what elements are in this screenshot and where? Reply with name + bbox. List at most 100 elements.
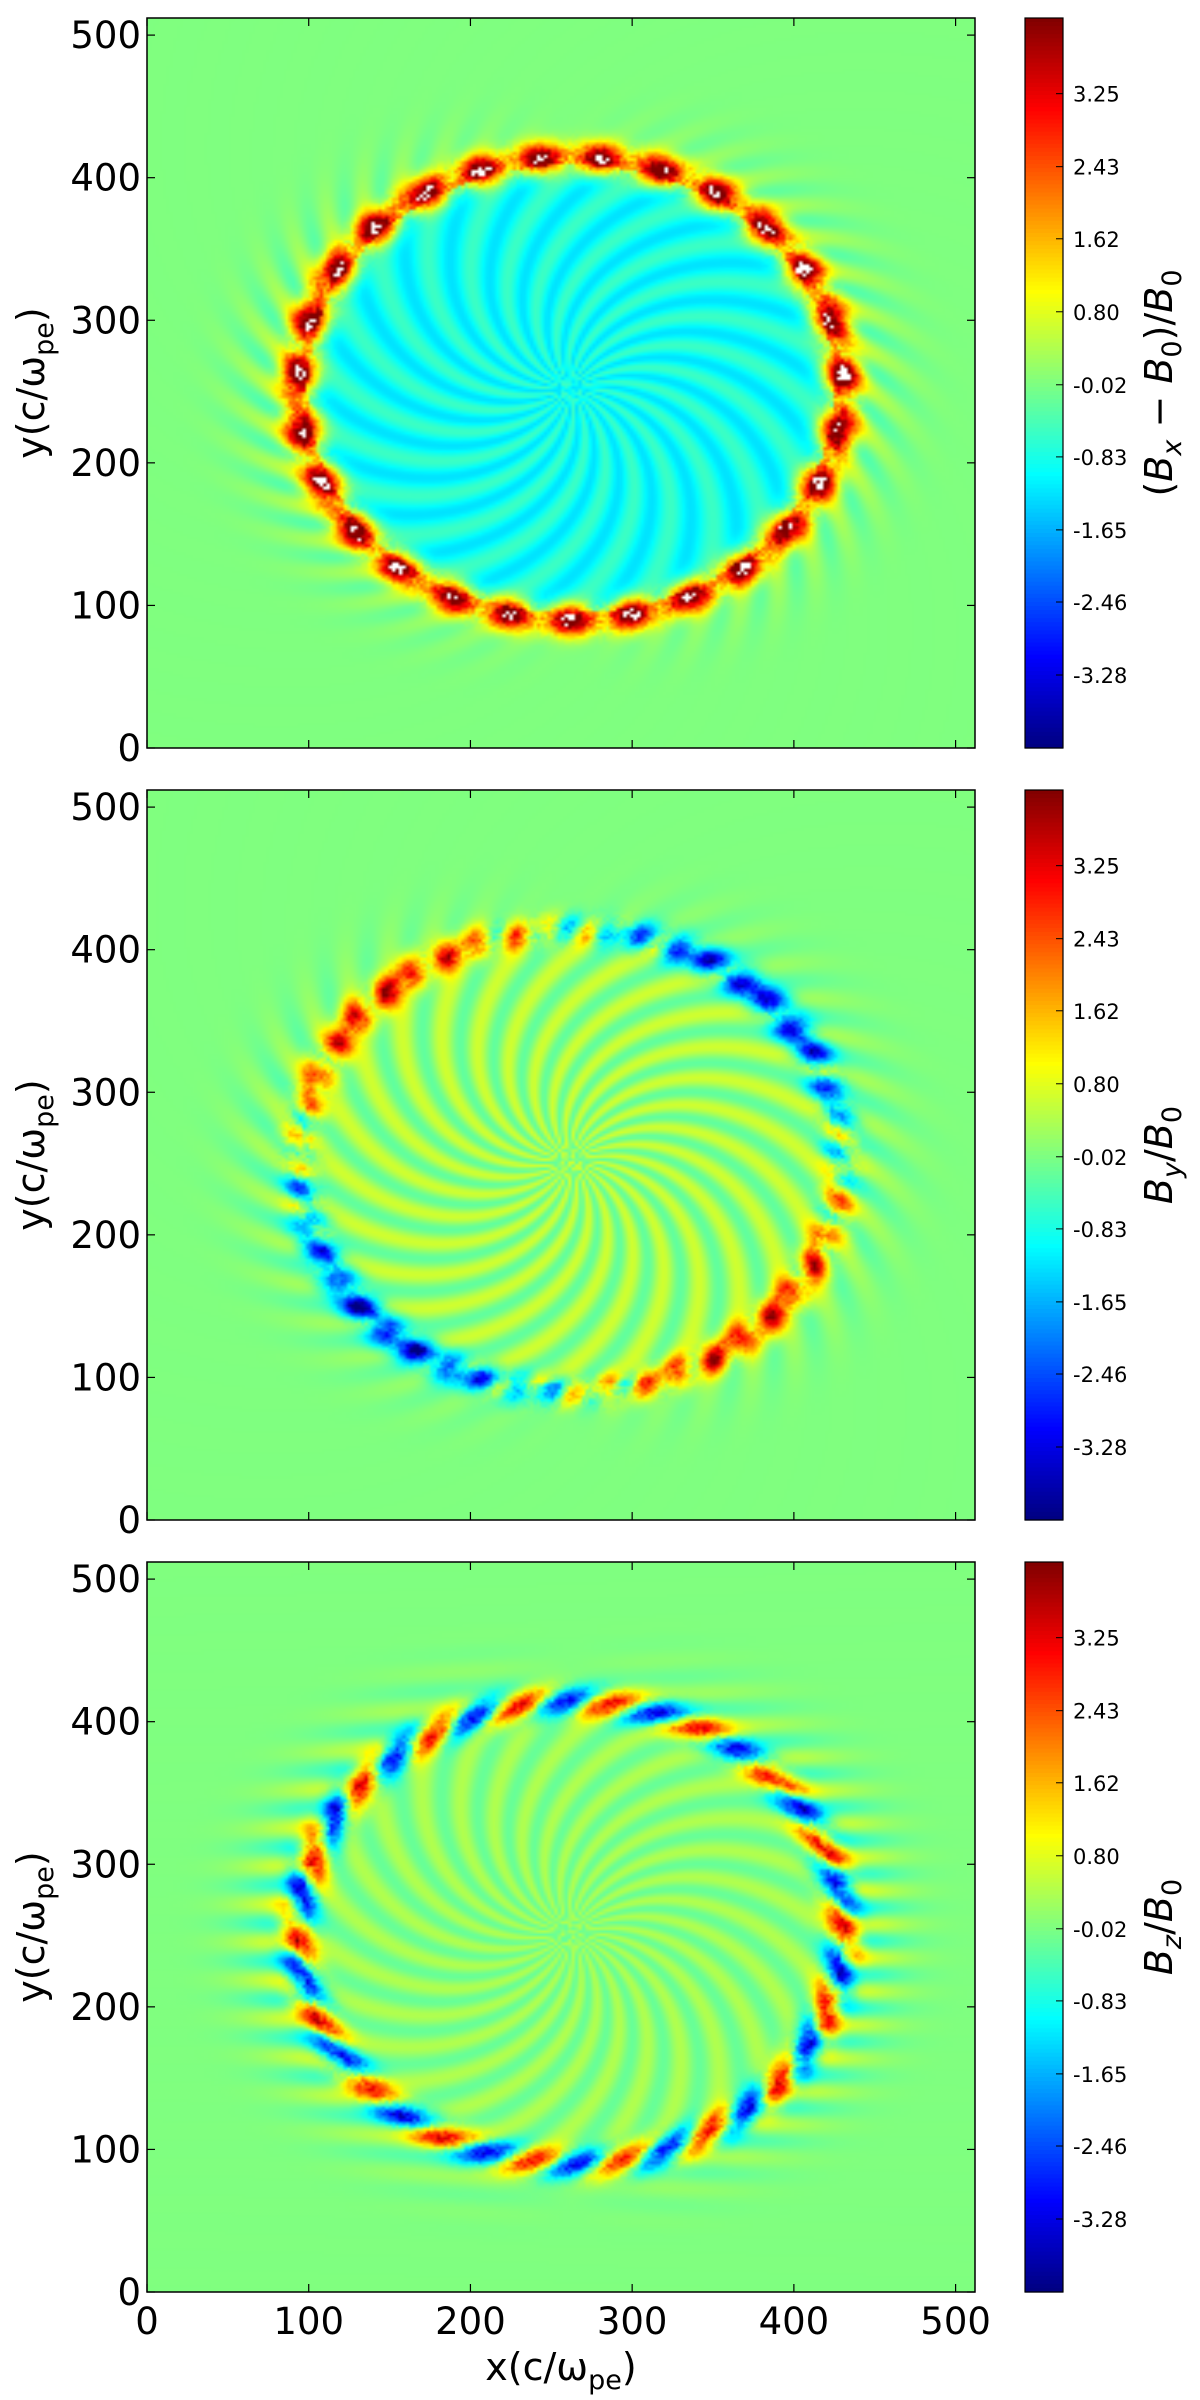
colorbar-segment xyxy=(1025,883,1063,888)
colorbar-segment xyxy=(1025,1061,1063,1067)
colorbar-segment xyxy=(1025,1515,1063,1521)
colorbar-segment xyxy=(1025,715,1063,721)
x-axis-title: x(c/ωpe) xyxy=(485,2345,636,2396)
colorbar-segment xyxy=(1025,1382,1063,1387)
colorbar-segment xyxy=(1025,2044,1063,2050)
colorbar-tick-label: -3.28 xyxy=(1073,2208,1127,2232)
colorbar-segment xyxy=(1025,1219,1063,1225)
colorbar-segment xyxy=(1025,22,1063,27)
colorbar-segment xyxy=(1025,798,1063,803)
colorbar-segment xyxy=(1025,232,1063,238)
colorbar-segment xyxy=(1025,107,1063,112)
colorbar-tick-label: -0.83 xyxy=(1073,1218,1127,1242)
colorbar-segment xyxy=(1025,1337,1063,1343)
colorbar: 3.25 2.43 1.62 0.80 -0.02 -0.83 -1.65 -2.46 -3.2… xyxy=(1024,17,1188,749)
colorbar-segment xyxy=(1025,711,1063,717)
colorbar-segment xyxy=(1025,626,1063,631)
colorbar-segment xyxy=(1025,826,1063,832)
colorbar-segment xyxy=(1025,1199,1063,1205)
colorbar-segment xyxy=(1025,907,1063,913)
colorbar-segment xyxy=(1025,2214,1063,2220)
colorbar-segment xyxy=(1025,1491,1063,1497)
colorbar-segment xyxy=(1025,42,1063,47)
colorbar-segment xyxy=(1025,1451,1063,1456)
colorbar-segment xyxy=(1025,2158,1063,2163)
colorbar-segment xyxy=(1025,968,1063,974)
colorbar-segment xyxy=(1025,253,1063,258)
colorbar-segment xyxy=(1025,1361,1063,1367)
colorbar-segment xyxy=(1025,1130,1063,1136)
colorbar-segment xyxy=(1025,2146,1063,2151)
colorbar-segment xyxy=(1025,1114,1063,1120)
colorbar-tick-label: -2.46 xyxy=(1073,1363,1127,1387)
colorbar-segment xyxy=(1025,395,1063,400)
colorbar-segment xyxy=(1025,1475,1063,1481)
colorbar-segment xyxy=(1025,731,1063,737)
colorbar-segment xyxy=(1025,411,1063,417)
colorbar-segment xyxy=(1025,322,1063,327)
colorbar-segment xyxy=(1025,1418,1063,1424)
x-tick-label: 300 xyxy=(597,2300,668,2343)
colorbar-segment xyxy=(1025,1511,1063,1517)
colorbar-segment xyxy=(1025,992,1063,998)
colorbar-segment xyxy=(1025,1065,1063,1071)
colorbar-segment xyxy=(1025,1566,1063,1571)
colorbar-segment xyxy=(1025,1349,1063,1355)
colorbar-segment xyxy=(1025,988,1063,994)
colorbar-segment xyxy=(1025,1094,1063,1099)
colorbar-segment xyxy=(1025,2267,1063,2273)
colorbar-segment xyxy=(1025,727,1063,733)
colorbar-tick-label: 2.43 xyxy=(1073,1700,1120,1724)
colorbar-segment xyxy=(1025,1232,1063,1237)
colorbar-segment xyxy=(1025,1260,1063,1266)
colorbar-segment xyxy=(1025,1118,1063,1124)
colorbar-segment xyxy=(1025,1931,1063,1936)
colorbar-segment xyxy=(1025,944,1063,949)
colorbar-segment xyxy=(1025,589,1063,595)
colorbar-segment xyxy=(1025,2024,1063,2029)
colorbar-segment xyxy=(1025,1207,1063,1213)
colorbar-segment xyxy=(1025,168,1063,173)
colorbar-segment xyxy=(1025,533,1063,538)
colorbar-segment xyxy=(1025,1854,1063,1859)
colorbar-frame xyxy=(1024,17,1064,749)
colorbar-title: Bz/B0 xyxy=(1137,1879,1188,1975)
colorbar-segment xyxy=(1025,407,1063,412)
colorbar-segment xyxy=(1025,1414,1063,1420)
colorbar-segment xyxy=(1025,850,1063,856)
colorbar-segment xyxy=(1025,1890,1063,1896)
colorbar-segment xyxy=(1025,1195,1063,1201)
colorbar-segment xyxy=(1025,431,1063,437)
colorbar-segment xyxy=(1025,1422,1063,1428)
colorbar-tick-label: 0.80 xyxy=(1073,1073,1120,1097)
colorbar-segment xyxy=(1025,1438,1063,1444)
colorbar-segment xyxy=(1025,1353,1063,1359)
colorbar-segment xyxy=(1025,1809,1063,1815)
colorbar-segment xyxy=(1025,188,1063,193)
colorbar-segment xyxy=(1025,2081,1063,2086)
y-tick-label: 0 xyxy=(117,727,141,770)
colorbar-segment xyxy=(1025,54,1063,60)
colorbar-segment xyxy=(1025,1951,1063,1956)
colorbar-segment xyxy=(1025,176,1063,181)
colorbar-segment xyxy=(1025,492,1063,498)
colorbar-segment xyxy=(1025,2263,1063,2269)
colorbar-tick-label: -1.65 xyxy=(1073,1291,1127,1315)
colorbar-segment xyxy=(1025,2247,1063,2253)
colorbar-segment xyxy=(1025,1602,1063,1608)
colorbar-segment xyxy=(1025,38,1063,43)
colorbar-segment xyxy=(1025,549,1063,554)
colorbar-segment xyxy=(1025,1471,1063,1476)
colorbar-segment xyxy=(1025,1651,1063,1656)
colorbar-segment xyxy=(1025,2089,1063,2094)
colorbar-segment xyxy=(1025,695,1063,700)
colorbar-segment xyxy=(1025,2243,1063,2248)
colorbar-segment xyxy=(1025,646,1063,652)
colorbar-segment xyxy=(1025,1639,1063,1644)
colorbar-segment xyxy=(1025,585,1063,591)
colorbar-segment xyxy=(1025,241,1063,246)
colorbar-segment xyxy=(1025,666,1063,672)
colorbar-segment xyxy=(1025,2235,1063,2240)
colorbar-segment xyxy=(1025,1740,1063,1746)
colorbar-segment xyxy=(1025,2186,1063,2192)
